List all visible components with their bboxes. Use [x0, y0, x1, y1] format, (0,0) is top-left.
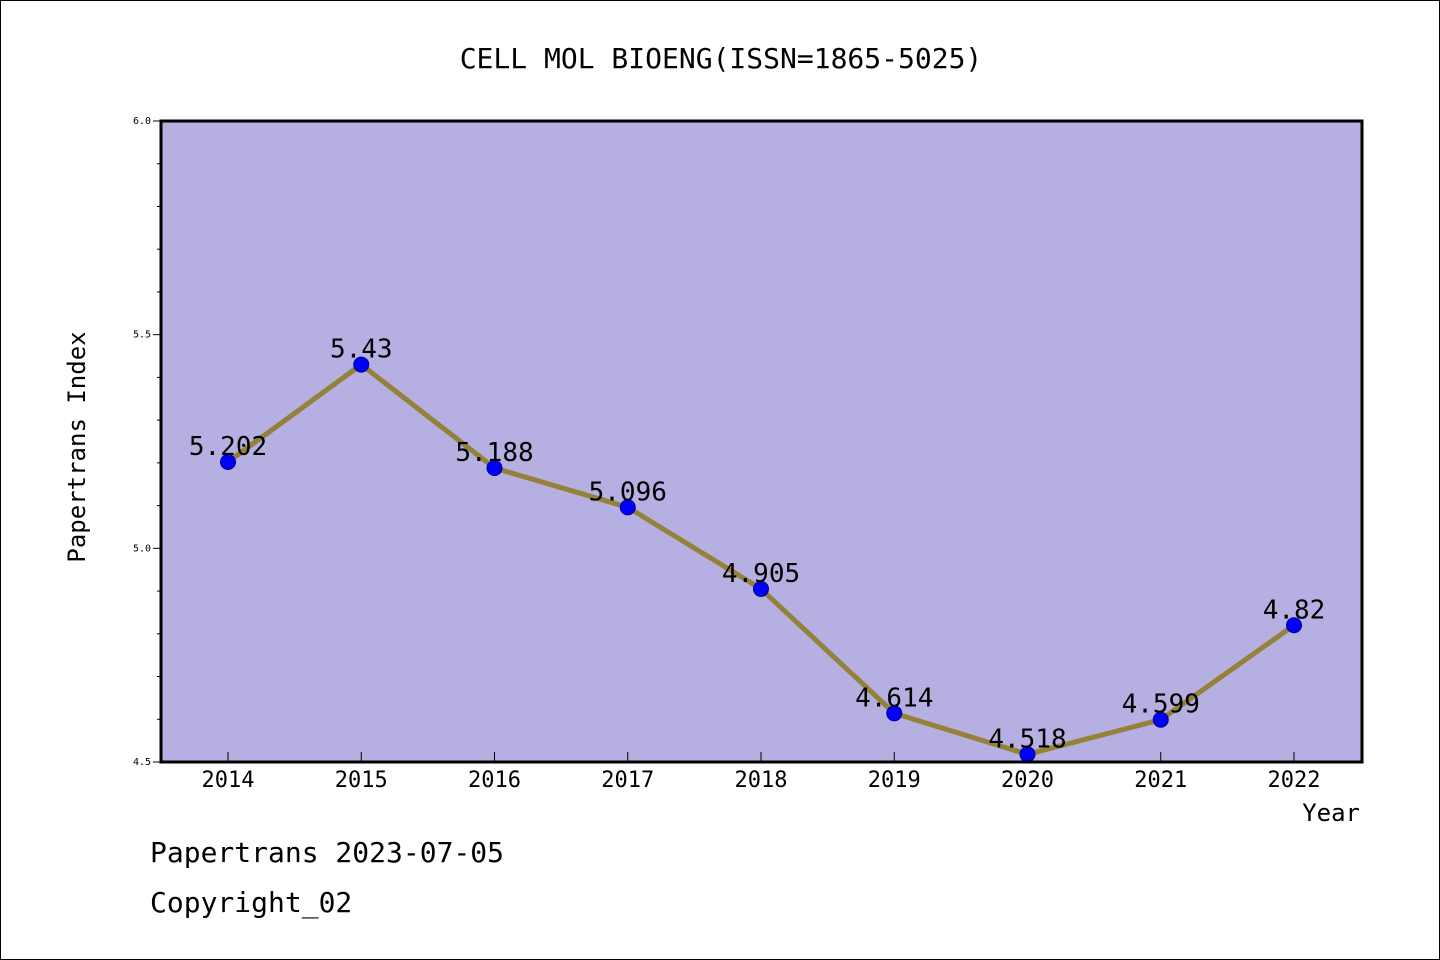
- x-tick-label: 2021: [1134, 768, 1187, 793]
- data-label: 4.518: [988, 724, 1066, 754]
- x-tick-label: 2015: [335, 768, 388, 793]
- data-point: [886, 705, 903, 722]
- y-tick-label: 6.0: [133, 116, 151, 127]
- data-point: [753, 580, 769, 597]
- data-point: [1286, 617, 1302, 634]
- data-label: 5.202: [189, 432, 267, 462]
- x-axis: 2014 2015 2016 2017 2018 2019 2020 2021 2022: [202, 752, 1321, 793]
- data-point: [220, 454, 236, 471]
- y-axis: 4.5 5.0 5.5 6.0: [133, 116, 161, 768]
- footer-copyright: Copyright_02: [150, 886, 353, 919]
- x-tick-label: 2014: [202, 768, 255, 793]
- x-tick-label: 2018: [735, 768, 788, 793]
- y-tick-label: 5.5: [133, 330, 151, 341]
- data-label: 4.614: [855, 683, 933, 713]
- data-label: 5.096: [589, 477, 667, 507]
- y-tick-label: 4.5: [133, 757, 151, 768]
- x-tick-label: 2020: [1001, 768, 1054, 793]
- y-axis-label: Papertrans Index: [63, 331, 91, 562]
- data-point: [486, 459, 503, 476]
- y-tick-label: 5.0: [133, 543, 151, 554]
- plot-area: [161, 121, 1362, 762]
- x-tick-label: 2017: [601, 768, 654, 793]
- data-labels: 5.202 5.43 5.188 5.096 4.905 4.614 4.518 4.599 4…: [189, 335, 1325, 755]
- x-tick-label: 2022: [1268, 768, 1321, 793]
- data-point: [353, 356, 370, 373]
- chart-title: CELL MOL BIOENG(ISSN=1865-5025): [460, 42, 983, 75]
- data-label: 5.43: [330, 335, 393, 365]
- plot-border: [159, 119, 1364, 764]
- x-axis-label: Year: [1302, 799, 1360, 827]
- footer-date: Papertrans 2023-07-05: [150, 836, 505, 869]
- data-label: 4.905: [722, 559, 800, 589]
- data-label: 4.82: [1263, 595, 1326, 625]
- data-point: [619, 499, 636, 516]
- x-tick-label: 2016: [468, 768, 521, 793]
- data-points: [220, 356, 1302, 763]
- data-point: [1152, 711, 1169, 728]
- data-label: 4.599: [1122, 690, 1200, 720]
- data-label: 5.188: [455, 438, 533, 468]
- x-tick-label: 2019: [868, 768, 921, 793]
